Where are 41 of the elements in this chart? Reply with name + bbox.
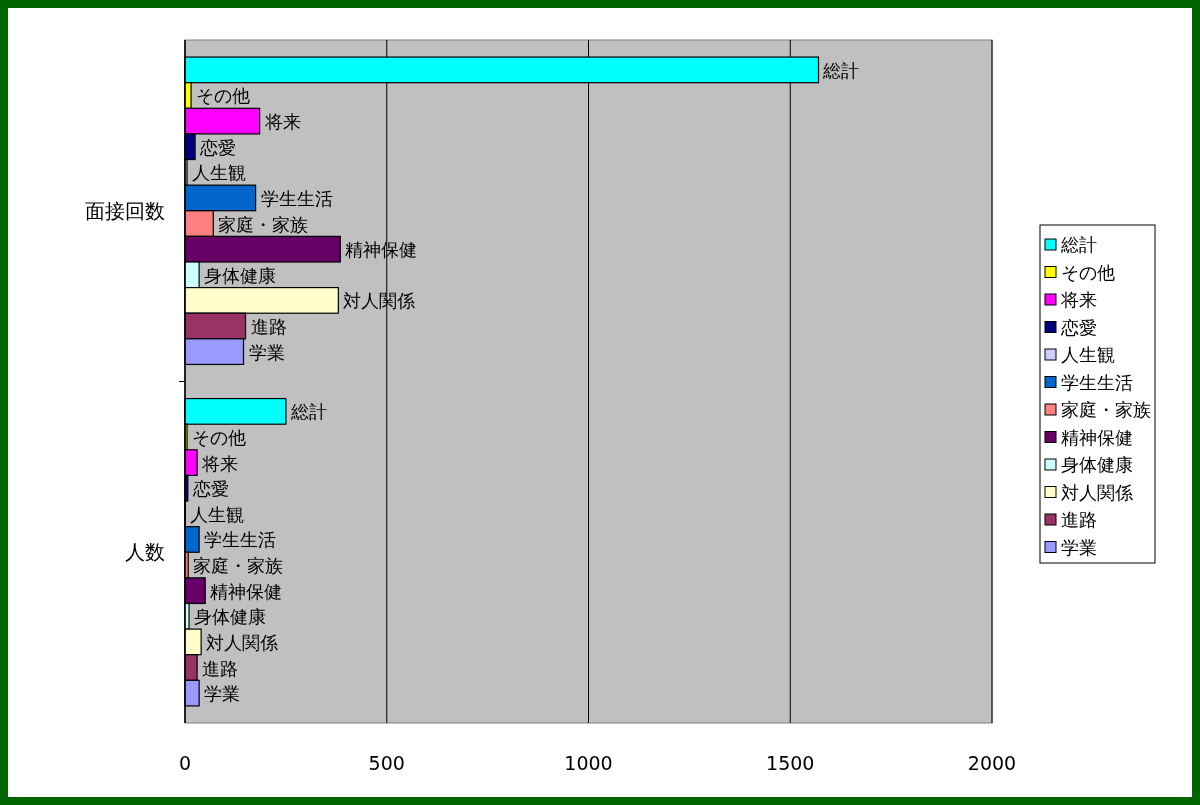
legend-label: 家庭・家族 <box>1061 399 1151 420</box>
data-label: 学生生活 <box>260 187 333 209</box>
data-label: 進路 <box>202 657 239 679</box>
legend-label: 学業 <box>1061 536 1097 558</box>
data-label: 恋愛 <box>199 136 237 158</box>
data-label: その他 <box>192 426 247 448</box>
x-tick-label: 2000 <box>967 752 1017 774</box>
legend-label: 対人関係 <box>1061 481 1133 503</box>
data-label: 身体健康 <box>204 264 277 286</box>
legend-label: 身体健康 <box>1061 454 1133 475</box>
x-tick-label: 1000 <box>564 752 613 774</box>
data-label: 将来 <box>263 111 301 133</box>
legend-label: 将来 <box>1060 289 1097 310</box>
y-tick-label: 面接回数 <box>85 198 165 223</box>
data-label: 身体健康 <box>194 606 267 628</box>
data-label: 学業 <box>248 341 285 363</box>
data-label: その他 <box>196 85 251 107</box>
legend-label: 学生生活 <box>1061 371 1133 393</box>
data-label: 恋愛 <box>191 478 229 500</box>
x-tick-label: 1500 <box>766 752 815 774</box>
data-label: 対人関係 <box>206 631 279 653</box>
data-label: 家庭・家族 <box>218 213 309 235</box>
data-label: 家庭・家族 <box>193 555 284 577</box>
data-label: 精神保健 <box>210 580 283 602</box>
legend-label: その他 <box>1061 261 1115 283</box>
legend-label: 進路 <box>1061 509 1097 530</box>
data-label: 総計 <box>822 59 860 81</box>
x-tick-label: 0 <box>178 752 192 774</box>
data-label: 学生生活 <box>204 529 277 551</box>
legend-label: 精神保健 <box>1061 426 1133 448</box>
data-label: 総計 <box>289 401 327 423</box>
data-label: 進路 <box>250 316 287 338</box>
y-tick-label: 人数 <box>125 540 165 565</box>
data-label: 人生観 <box>192 162 247 184</box>
legend-label: 人生観 <box>1061 344 1115 365</box>
legend-label: 恋愛 <box>1060 316 1097 338</box>
data-label: 学業 <box>204 683 241 705</box>
x-tick-label: 500 <box>368 752 405 774</box>
data-label: 将来 <box>201 452 239 474</box>
legend-label: 総計 <box>1060 234 1097 255</box>
data-label: 人生観 <box>190 503 245 525</box>
